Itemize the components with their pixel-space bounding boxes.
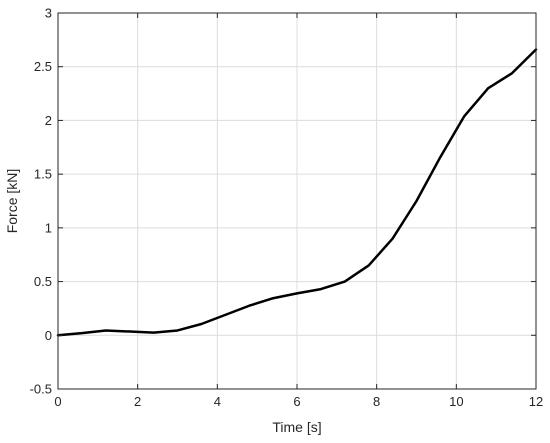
x-tick-label: 0 — [54, 394, 61, 409]
x-tick-label: 12 — [529, 394, 543, 409]
x-tick-label: 4 — [214, 394, 221, 409]
x-tick-label: 8 — [373, 394, 380, 409]
series-line — [56, 48, 538, 337]
y-tick-label: -0.5 — [30, 382, 52, 397]
y-tick-label: 3 — [45, 6, 52, 21]
tick-labels: 0 2 4 6 8 10 12-0.500.511.522.53 — [30, 6, 544, 410]
x-tick-label: 10 — [449, 394, 463, 409]
x-tick-label: 2 — [134, 394, 141, 409]
y-tick-label: 1.5 — [34, 167, 52, 182]
y-tick-label: 2 — [45, 113, 52, 128]
y-tick-label: 1 — [45, 220, 52, 235]
series-layer — [56, 48, 538, 337]
y-tick-label: 2.5 — [34, 59, 52, 74]
y-tick-label: 0.5 — [34, 274, 52, 289]
ticks — [57, 12, 537, 390]
y-axis-label: Force [kN] — [4, 169, 20, 234]
grid — [57, 12, 537, 390]
y-tick-label: 0 — [45, 328, 52, 343]
x-axis-label: Time [s] — [272, 419, 321, 435]
x-tick-label: 6 — [293, 394, 300, 409]
